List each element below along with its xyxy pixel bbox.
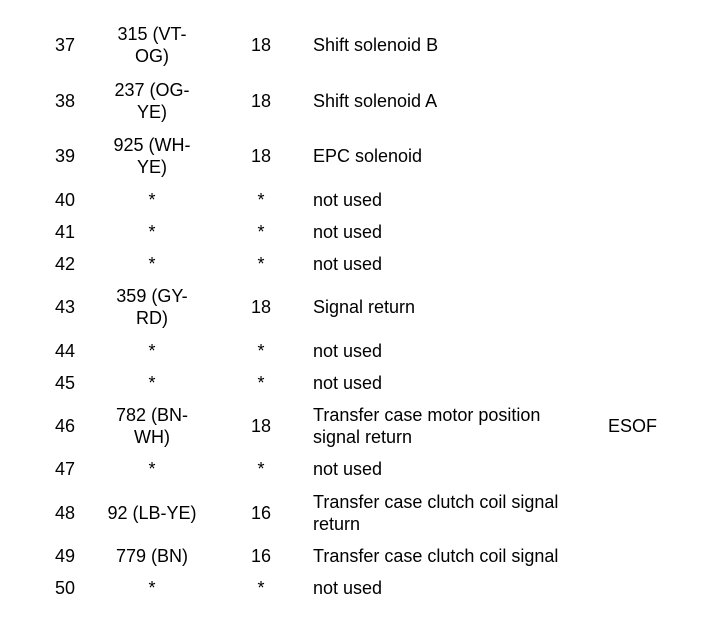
gauge-cell: * <box>257 222 265 242</box>
circuit-cell: 925 (WH- YE) <box>113 135 191 177</box>
pin-cell: 41 <box>54 222 76 242</box>
pin-cell: 45 <box>54 373 76 393</box>
description-cell: not used <box>313 222 383 242</box>
circuit-cell: * <box>148 222 156 242</box>
description-cell: Shift solenoid B <box>313 35 439 55</box>
circuit-cell: 359 (GY- RD) <box>116 286 188 328</box>
note-cell: ESOF <box>608 416 658 436</box>
circuit-cell: * <box>148 578 156 598</box>
description-cell: not used <box>313 254 383 274</box>
gauge-cell: * <box>257 341 265 361</box>
pin-cell: 40 <box>54 190 76 210</box>
circuit-cell: 782 (BN- WH) <box>115 405 189 447</box>
description-cell: not used <box>313 341 383 361</box>
description-cell: Transfer case motor position signal retur… <box>313 405 541 447</box>
gauge-cell: 18 <box>250 35 272 55</box>
gauge-cell: 16 <box>250 546 272 566</box>
pin-cell: 42 <box>54 254 76 274</box>
description-cell: Signal return <box>313 297 416 317</box>
pin-cell: 43 <box>54 297 76 317</box>
pin-cell: 47 <box>54 459 76 479</box>
description-cell: not used <box>313 190 383 210</box>
gauge-cell: * <box>257 254 265 274</box>
circuit-cell: 237 (OG- YE) <box>114 80 190 122</box>
gauge-cell: * <box>257 190 265 210</box>
circuit-cell: * <box>148 459 156 479</box>
description-cell: Transfer case clutch coil signal <box>313 546 559 566</box>
pin-cell: 37 <box>54 35 76 55</box>
pin-cell: 39 <box>54 146 76 166</box>
gauge-cell: 16 <box>250 503 272 523</box>
pin-cell: 44 <box>54 341 76 361</box>
gauge-cell: * <box>257 459 265 479</box>
description-cell: not used <box>313 459 383 479</box>
circuit-cell: * <box>148 373 156 393</box>
gauge-cell: * <box>257 373 265 393</box>
pin-cell: 48 <box>54 503 76 523</box>
gauge-cell: 18 <box>250 297 272 317</box>
pin-cell: 46 <box>54 416 76 436</box>
circuit-cell: * <box>148 254 156 274</box>
pin-cell: 38 <box>54 91 76 111</box>
gauge-cell: 18 <box>250 416 272 436</box>
circuit-cell: * <box>148 190 156 210</box>
description-cell: Transfer case clutch coil signal return <box>313 492 559 534</box>
gauge-cell: 18 <box>250 91 272 111</box>
description-cell: EPC solenoid <box>313 146 423 166</box>
description-cell: not used <box>313 578 383 598</box>
gauge-cell: 18 <box>250 146 272 166</box>
description-cell: Shift solenoid A <box>313 91 438 111</box>
circuit-cell: 779 (BN) <box>115 546 189 566</box>
circuit-cell: 315 (VT- OG) <box>117 24 187 66</box>
circuit-cell: 92 (LB-YE) <box>107 503 197 523</box>
pin-cell: 49 <box>54 546 76 566</box>
pin-cell: 50 <box>54 578 76 598</box>
description-cell: not used <box>313 373 383 393</box>
gauge-cell: * <box>257 578 265 598</box>
circuit-cell: * <box>148 341 156 361</box>
